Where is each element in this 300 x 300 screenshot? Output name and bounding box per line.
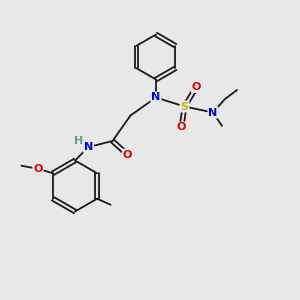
Text: O: O (123, 149, 132, 160)
Text: O: O (33, 164, 43, 174)
Text: O: O (177, 122, 186, 133)
Text: N: N (208, 107, 217, 118)
Text: H: H (74, 136, 83, 146)
Text: N: N (84, 142, 93, 152)
Text: N: N (152, 92, 160, 103)
Text: O: O (192, 82, 201, 92)
Text: S: S (181, 101, 188, 112)
